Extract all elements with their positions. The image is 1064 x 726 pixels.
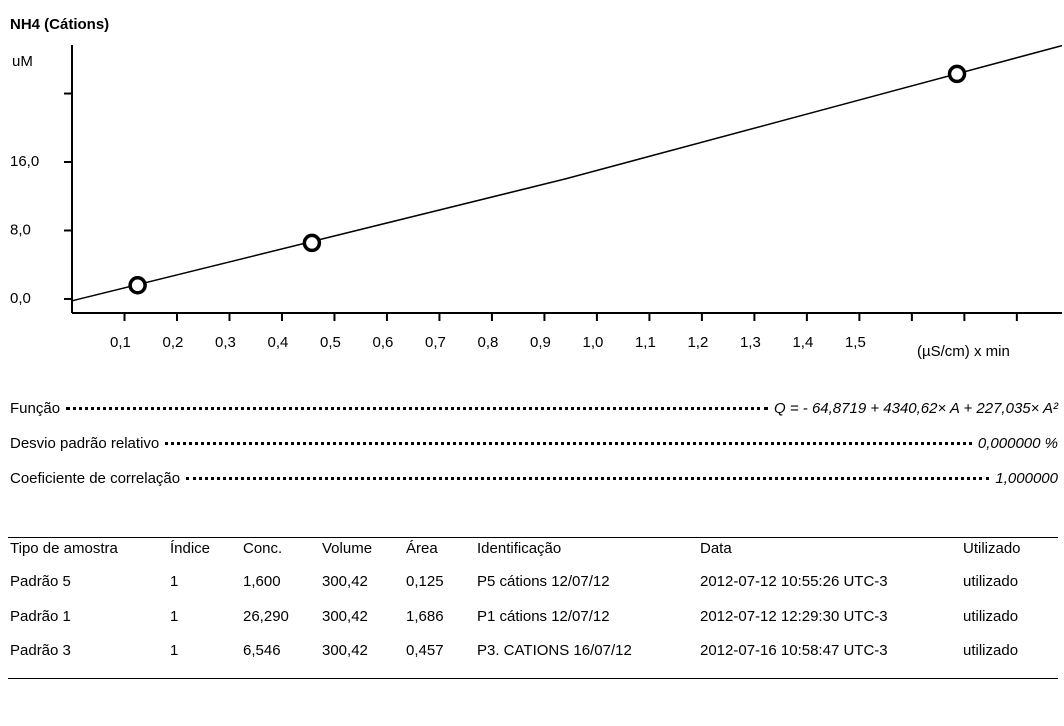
table-cell: 1 [170,573,179,590]
x-tick-label: 0,7 [425,334,446,351]
stat-label: Coeficiente de correlação [10,470,181,487]
data-point [302,233,322,253]
table-cell: Padrão 1 [10,607,71,625]
header-cell: Tipo de amostra [10,540,118,557]
stat-row: Desvio padrão relativo 0,000000 % [10,435,1058,452]
stat-value: 0,000000 % [977,435,1058,452]
table-cell: 1,686 [406,607,444,625]
table-cell: utilizado [963,573,1019,590]
table-cell: Padrão 3 [10,642,71,659]
x-tick-label: 1,3 [740,334,761,351]
data-point [947,64,967,84]
y-tick-label: 8,0 [10,221,31,238]
table-cell: 1,600 [243,573,281,590]
table-cell: utilizado [963,642,1019,659]
x-tick-label: 0,1 [110,334,131,351]
x-tick-label: 0,4 [268,334,289,351]
header-cell: Índice [170,540,211,557]
y-axis-label: uM [12,53,33,70]
stat-value: Q = - 64,8719 + 4340,62× A + 227,035× A² [774,400,1058,417]
header-cell: Data [700,540,732,557]
table-cell: 0,125 [406,573,444,590]
fit-line [71,44,1063,302]
table-cell: 0,457 [406,642,444,659]
header-cell: Utilizado [963,540,1021,557]
x-tick-label: 1,1 [635,334,656,351]
x-tick-label: 1,0 [582,334,603,351]
table-cell: 300,42 [322,607,368,625]
x-tick-label: 1,2 [687,334,708,351]
leader [165,442,972,445]
chart: NH4 (Cátions) uM (µS/cm) x min 0,0 8,0 16,… [10,16,1063,360]
header-cell: Identificação [477,540,562,557]
x-tick-label: 1,5 [845,334,866,351]
stat-label: Desvio padrão relativo [10,435,160,452]
table-cell: P1 cátions 12/07/12 [477,607,610,625]
rule [8,678,1058,679]
header-cell: Volume [322,540,373,557]
table-cell: 2012-07-12 10:55:26 UTC-3 [700,573,888,590]
table-cell: 2012-07-12 12:29:30 UTC-3 [700,607,888,625]
table-cell: Padrão 5 [10,573,71,590]
x-tick-label: 0,5 [320,334,341,351]
stat-value: 1,000000 [995,470,1058,487]
header-cell: Conc. [243,540,283,557]
x-tick-label: 0,6 [373,334,394,351]
stat-row: Função Q = - 64,8719 + 4340,62× A + 227,0… [10,400,1058,417]
table-cell: 1 [170,642,179,659]
table-cell: P3. CATIONS 16/07/12 [477,642,632,659]
x-tick-label: 0,8 [478,334,499,351]
x-tick-label: 0,9 [530,334,551,351]
table-cell: 6,546 [243,642,281,659]
leader [186,477,990,480]
stat-label: Função [10,400,61,417]
leader [66,407,769,410]
x-tick-label: 0,3 [215,334,236,351]
table-cell: 2012-07-16 10:58:47 UTC-3 [700,642,888,659]
x-axis-label: (µS/cm) x min [917,343,1010,360]
table-cell: P5 cátions 12/07/12 [477,573,610,590]
table-cell: 1 [170,607,179,625]
y-tick-label: 0,0 [10,290,31,307]
stat-row: Coeficiente de correlação 1,000000 [10,470,1058,487]
rule [8,537,1058,538]
table-cell: utilizado [963,607,1019,625]
table-cell: 300,42 [322,642,368,659]
chart-title: NH4 (Cátions) [10,16,109,33]
y-tick-label: 16,0 [10,153,39,170]
x-tick-label: 0,2 [163,334,184,351]
table-cell: 300,42 [322,573,368,590]
table-cell: 26,290 [243,607,289,625]
data-point [128,276,147,295]
header-cell: Área [406,540,438,557]
x-tick-label: 1,4 [792,334,813,351]
